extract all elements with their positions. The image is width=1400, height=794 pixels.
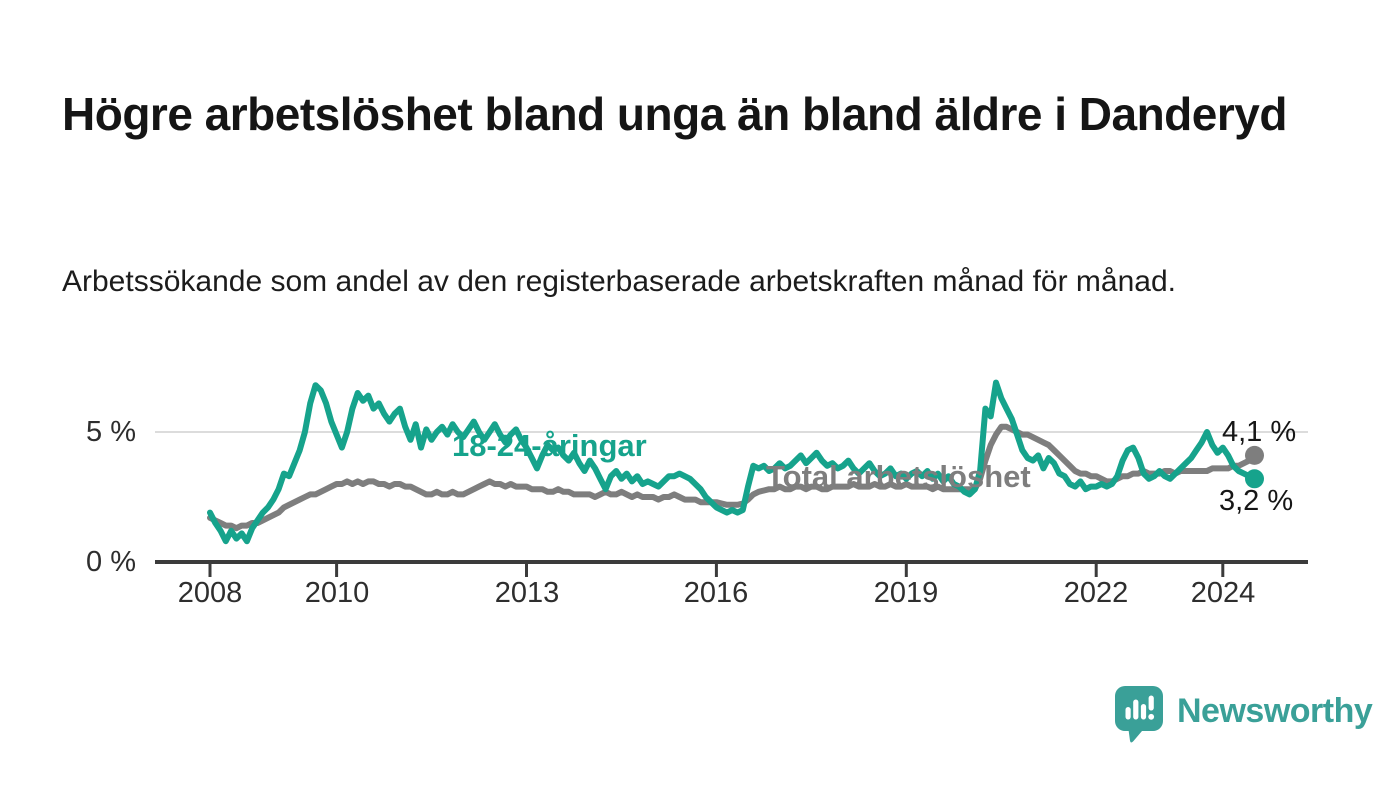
series-label-18-24: 18-24-åringar [452,428,647,463]
bar-3 [1140,704,1147,720]
x-axis-label-2016: 2016 [683,577,749,609]
series-label-total: Total arbetslöshet [766,459,1031,494]
x-axis-label-2008: 2008 [177,577,243,609]
series-line-total [207,423,1258,532]
y-axis-label-5pct: 5 % [86,416,136,448]
x-axis-label-2024: 2024 [1190,577,1256,609]
y-axis-label-0pct: 0 % [86,546,136,578]
series-endpoint-total [1245,445,1264,465]
end-value-label-18-24: 3,2 % [1219,485,1294,517]
bar-2 [1133,699,1139,720]
end-value-label-total: 4,1 % [1222,416,1297,448]
exclamation-bar [1148,695,1154,711]
exclamation-dot [1148,713,1155,720]
speech-bubble-shape [1115,686,1163,743]
x-axis-label-2022: 2022 [1063,577,1129,609]
newsworthy-logo: Newsworthy [1113,684,1373,744]
chart-subtitle: Arbetssökande som andel av den registerb… [62,265,1176,298]
series-endpoint-18-24 [1245,469,1264,489]
newsworthy-logo-text: Newsworthy [1177,692,1373,730]
series-line-18-24 [207,379,1258,545]
newsworthy-logo-icon [1115,686,1163,743]
x-axis-label-2019: 2019 [873,577,939,609]
x-axis-label-2013: 2013 [494,577,560,609]
bar-1 [1125,707,1131,720]
x-axis-label-2010: 2010 [304,577,370,609]
chart-title: Högre arbetslöshet bland unga än bland ä… [62,87,1287,140]
